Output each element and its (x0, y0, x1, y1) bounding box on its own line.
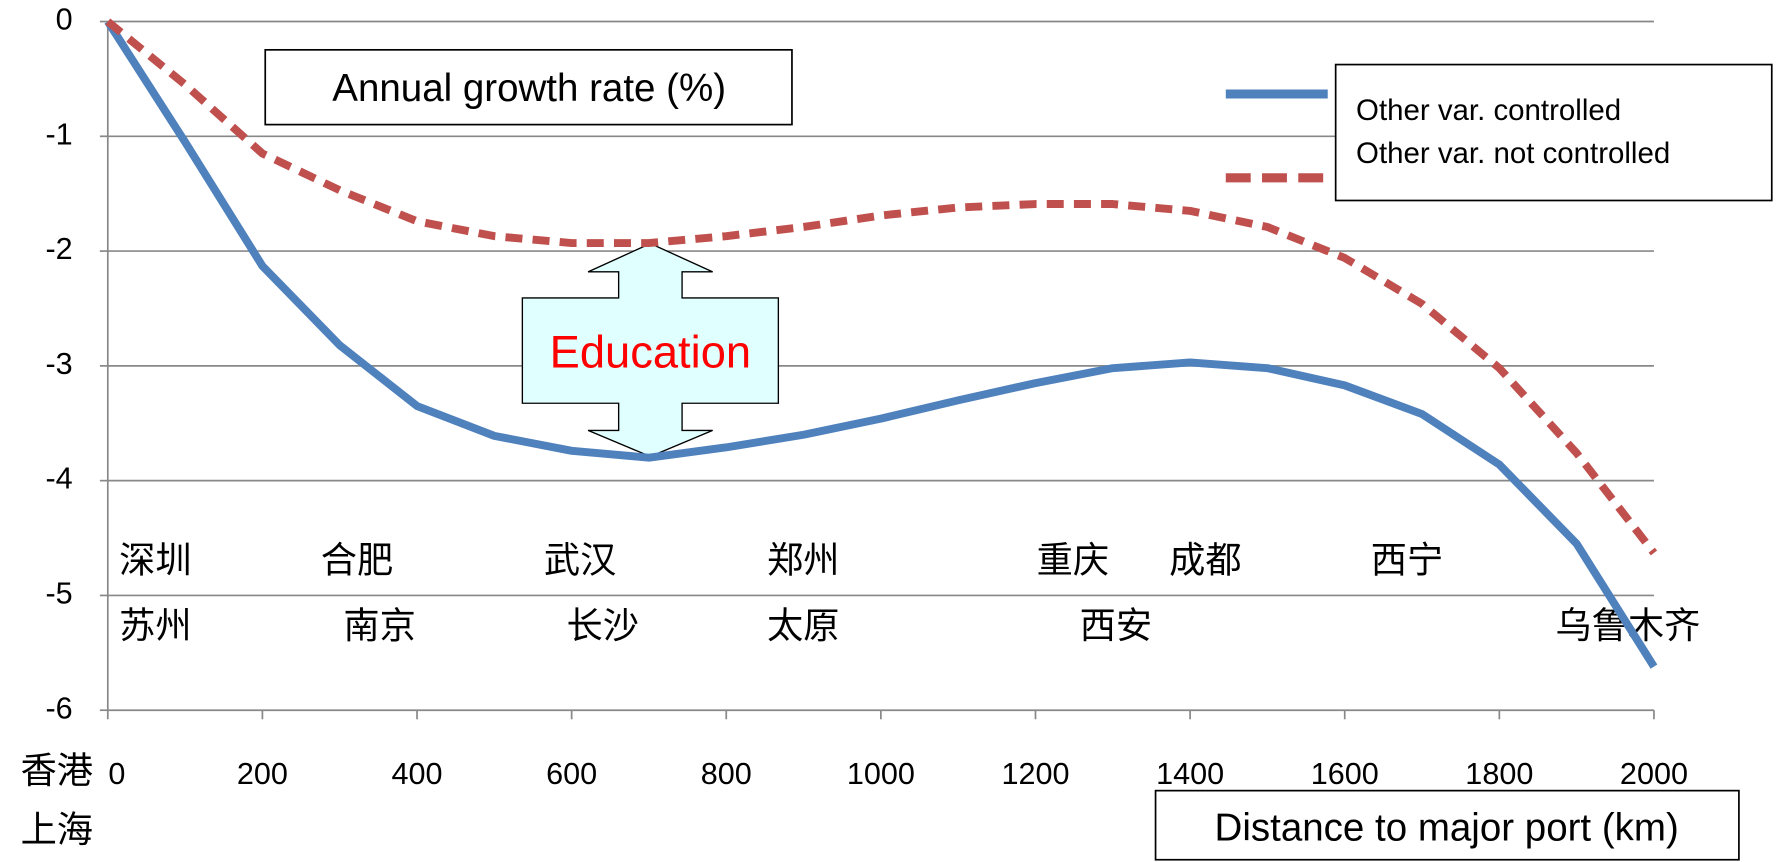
y-tick-label: -4 (45, 462, 72, 496)
series-line (104, 19, 1658, 669)
city-label: 西宁 (1371, 538, 1443, 581)
y-tick-label: -1 (45, 117, 72, 151)
annotation: Education (550, 327, 751, 378)
x-tick-label: 1800 (1465, 757, 1533, 791)
city-label: 武汉 (544, 538, 616, 581)
y-tick-label: -5 (45, 577, 72, 611)
y-tick-label: -6 (45, 691, 72, 725)
x-tick-label: 200 (237, 757, 288, 791)
y-tick-label: 0 (56, 3, 73, 37)
x-tick-label: 2000 (1620, 757, 1688, 791)
plot-area (104, 18, 1658, 669)
city-label: 上海 (21, 808, 93, 851)
city-label: 香港 (21, 749, 93, 792)
x-tick-label: 800 (701, 757, 752, 791)
series-line (105, 18, 1658, 556)
city-label: 西安 (1080, 604, 1152, 647)
city-label: 深圳 (119, 538, 191, 581)
x-tick-label: 1000 (847, 757, 915, 791)
legend-box (1334, 63, 1773, 202)
y-tick-label: -2 (45, 232, 72, 266)
city-label: 南京 (343, 604, 415, 647)
x-tick-label: 1200 (1001, 757, 1069, 791)
x-tick-label: 0 (108, 757, 125, 791)
legend-label: Other var. controlled (1356, 94, 1621, 127)
x-tick-label: 1400 (1156, 757, 1224, 791)
city-label: 合肥 (321, 538, 393, 581)
legend-label: Other var. not controlled (1356, 137, 1670, 170)
y-tick-label: -3 (45, 347, 72, 381)
x-label-box (1154, 789, 1740, 861)
city-label: 苏州 (119, 604, 191, 647)
city-label: 重庆 (1037, 538, 1109, 581)
x-tick-label: 600 (546, 757, 597, 791)
y-axis-label: Annual growth rate (%) (332, 67, 726, 110)
y-label-box (264, 48, 793, 126)
city-label: 长沙 (567, 604, 639, 647)
city-label: 郑州 (767, 538, 839, 581)
x-tick-label: 400 (392, 757, 443, 791)
city-label: 成都 (1169, 538, 1241, 581)
city-label: 太原 (767, 604, 839, 647)
x-tick-label: 1600 (1311, 757, 1379, 791)
x-axis-label: Distance to major port (km) (1215, 806, 1679, 849)
